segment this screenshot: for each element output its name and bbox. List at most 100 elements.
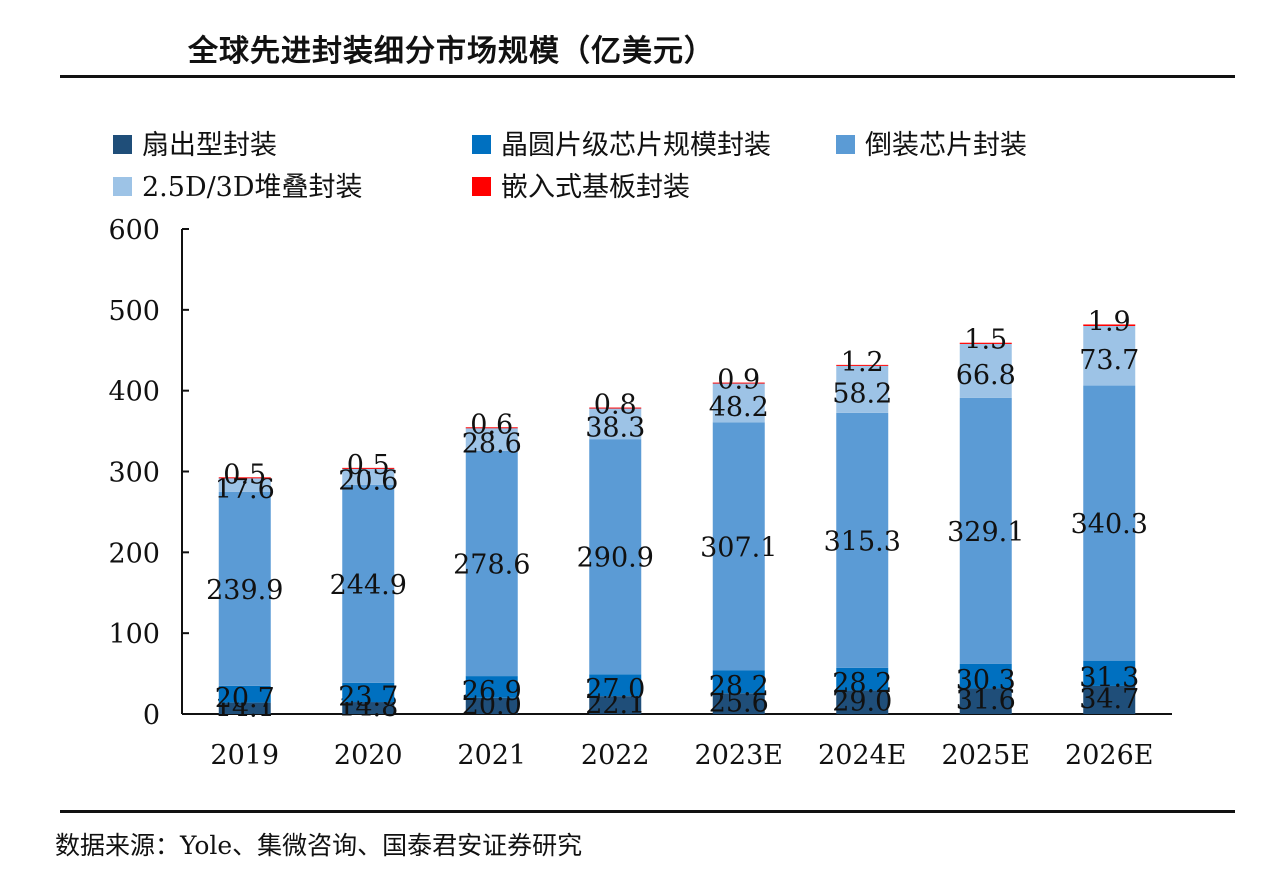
bar-segment (589, 407, 642, 409)
y-tick-label: 400 (108, 377, 160, 408)
title-divider (60, 75, 1235, 78)
bar-segment (836, 412, 889, 668)
bar-segment (1083, 385, 1136, 661)
bar-segment (218, 477, 271, 492)
data-label: 28.2 (709, 671, 769, 702)
x-tick-label: 2019 (210, 740, 279, 771)
bar-segment (465, 450, 518, 677)
source-note: 数据来源：Yole、集微咨询、国泰君安证券研究 (55, 831, 583, 860)
bar-segment (218, 702, 271, 714)
bar-segment (959, 397, 1012, 664)
legend-swatch (113, 177, 132, 196)
data-label: 1.2 (841, 347, 884, 378)
bar-segment (342, 682, 395, 703)
data-label: 239.9 (206, 575, 283, 606)
bar-segment (465, 697, 518, 714)
x-tick-label: 2026E (1065, 740, 1153, 771)
bar-segment (959, 342, 1012, 344)
legend-swatch (472, 135, 491, 154)
bar-segment (712, 670, 765, 694)
bar-segment (218, 491, 271, 686)
data-label: 315.3 (824, 526, 901, 557)
data-label: 27.0 (585, 674, 645, 705)
legend-label: 扇出型封装 (142, 130, 277, 161)
bar-segment (218, 685, 271, 703)
data-label: 0.5 (223, 459, 266, 490)
bar-segment (465, 427, 518, 429)
bar-segment (589, 674, 642, 697)
chart-title: 全球先进封装细分市场规模（亿美元） (188, 34, 715, 69)
y-tick-label: 100 (108, 619, 160, 650)
data-label: 0.9 (717, 365, 760, 396)
data-label: 307.1 (700, 532, 777, 563)
bar-segment (959, 343, 1012, 398)
bar-segment (836, 365, 889, 413)
bar-segment (342, 467, 395, 469)
bar-segment (836, 667, 889, 691)
bar-segment (712, 422, 765, 671)
x-tick-label: 2023E (695, 740, 783, 771)
data-label: 38.3 (585, 413, 645, 444)
legend-swatch (113, 135, 132, 154)
data-label: 0.5 (347, 450, 390, 481)
data-label: 290.9 (577, 543, 654, 574)
bar-segment (836, 364, 889, 366)
data-label: 28.2 (832, 668, 892, 699)
bar-segment (1083, 324, 1136, 326)
y-tick-label: 0 (143, 700, 160, 731)
x-tick-label: 2021 (457, 740, 526, 771)
legend-label: 倒装芯片封装 (865, 130, 1027, 161)
y-tick-label: 600 (108, 215, 160, 246)
data-label: 31.6 (956, 685, 1016, 716)
data-label: 17.6 (215, 474, 275, 505)
bar-segment (712, 382, 765, 384)
data-label: 34.7 (1079, 684, 1139, 715)
data-label: 31.3 (1079, 662, 1139, 693)
data-label: 28.6 (462, 428, 522, 459)
legend-label: 2.5D/3D堆叠封装 (142, 172, 363, 203)
data-label: 0.6 (470, 409, 513, 440)
data-label: 340.3 (1071, 509, 1148, 540)
legend-label: 晶圆片级芯片规模封装 (501, 130, 771, 161)
bar-segment (342, 484, 395, 683)
bar-segment (465, 676, 518, 698)
data-label: 48.2 (709, 392, 769, 423)
bar-segment (712, 383, 765, 423)
data-label: 26.9 (462, 676, 522, 707)
bar-segment (589, 696, 642, 714)
legend-swatch (836, 135, 855, 154)
data-label: 20.6 (338, 466, 398, 497)
y-tick-label: 500 (108, 296, 160, 327)
legend-label: 嵌入式基板封装 (501, 172, 690, 203)
bar-segment (218, 477, 271, 479)
bar-segment (342, 468, 395, 485)
x-tick-label: 2022 (581, 740, 650, 771)
data-label: 1.5 (964, 325, 1007, 356)
bar-segment (1083, 660, 1136, 686)
data-label: 1.9 (1088, 306, 1131, 337)
bar-segment (589, 408, 642, 440)
data-label: 30.3 (956, 665, 1016, 696)
bar-segment (342, 702, 395, 714)
bar-segment (959, 663, 1012, 689)
bar-segment (959, 688, 1012, 714)
x-tick-label: 2025E (942, 740, 1030, 771)
y-tick-label: 300 (108, 458, 160, 489)
data-label: 23.7 (338, 681, 398, 712)
bar-segment (836, 690, 889, 714)
data-label: 20.7 (215, 683, 275, 714)
x-tick-label: 2020 (334, 740, 403, 771)
data-label: 244.9 (330, 570, 407, 601)
data-label: 0.8 (594, 390, 637, 421)
data-label: 58.2 (832, 378, 892, 409)
bar-segment (589, 439, 642, 675)
y-tick-label: 200 (108, 538, 160, 569)
data-label: 66.8 (956, 360, 1016, 391)
data-label: 329.1 (947, 517, 1024, 548)
bar-segment (1083, 685, 1136, 714)
x-tick-label: 2024E (818, 740, 906, 771)
bar-segment (1083, 326, 1136, 386)
data-label: 278.6 (453, 549, 530, 580)
data-label: 29.0 (832, 686, 892, 717)
